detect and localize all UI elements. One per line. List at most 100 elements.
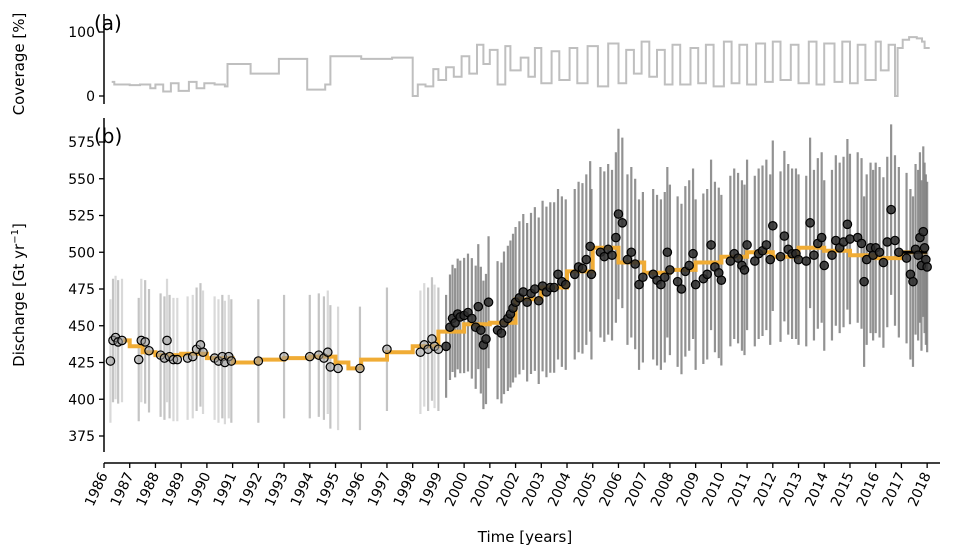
discharge-point [279, 351, 289, 362]
discharge-point [162, 335, 172, 346]
discharge-point [450, 318, 460, 328]
time-x-tick-label: 2005 [571, 470, 601, 509]
time-x-tick-label: 2002 [494, 470, 524, 509]
time-x-tick-label: 2010 [699, 470, 729, 509]
discharge-point [676, 284, 687, 294]
discharge-point [622, 254, 633, 265]
discharge-point [322, 347, 333, 358]
discharge-point [569, 269, 580, 280]
time-x-tick-label: 2011 [725, 470, 755, 509]
discharge-point [742, 240, 752, 250]
discharge-point [878, 257, 889, 268]
discharge-point [749, 256, 760, 266]
discharge-point [845, 234, 855, 244]
discharge-point [253, 356, 264, 366]
time-x-tick-label: 1989 [159, 470, 189, 509]
discharge-y-tick-label: 475 [68, 282, 95, 298]
time-x-tick-label: 1992 [236, 470, 266, 509]
discharge-point [617, 218, 628, 228]
discharge-point [767, 220, 778, 231]
discharge-y-tick-label: 400 [68, 392, 95, 408]
discharge-point [473, 301, 484, 312]
discharge-point [919, 243, 930, 253]
discharge-point [187, 351, 198, 362]
discharge-point [585, 241, 595, 252]
discharge-axis-label-sup: −1 [10, 229, 21, 244]
discharge-point [586, 269, 597, 280]
coverage-axis-label: Coverage [%] [10, 13, 28, 116]
discharge-point [690, 279, 701, 290]
coverage-panel: 0 100 [68, 14, 930, 105]
time-x-tick-label: 2012 [751, 470, 781, 509]
time-x-tick-label: 2008 [648, 470, 678, 509]
discharge-point [481, 334, 491, 344]
time-x-tick-label: 1997 [365, 470, 395, 509]
discharge-point [467, 313, 477, 324]
discharge-point [133, 354, 144, 365]
discharge-point [117, 335, 127, 346]
discharge-point [805, 218, 815, 228]
discharge-point [702, 269, 713, 280]
coverage-series-line [111, 36, 930, 97]
time-x-tick-label: 1986 [82, 470, 112, 509]
time-x-tick-label: 2001 [468, 470, 498, 509]
discharge-axis-label-tail: ] [10, 223, 28, 229]
discharge-point [816, 232, 827, 243]
discharge-point [922, 262, 932, 272]
discharge-point [659, 272, 670, 283]
discharge-panel: 3754004254504755005255505751986198719881… [68, 118, 940, 509]
discharge-point [706, 240, 716, 250]
discharge-point [908, 276, 918, 287]
discharge-point [874, 247, 885, 258]
discharge-point [198, 347, 208, 358]
discharge-point [775, 251, 786, 262]
discharge-point [672, 276, 683, 287]
discharge-point [779, 231, 790, 241]
discharge-point [733, 253, 743, 263]
time-x-tick-label: 2013 [777, 470, 807, 509]
discharge-point [913, 250, 923, 260]
discharge-axis-label-main: Discharge [Gt yr [10, 243, 28, 367]
time-x-tick-label: 2018 [905, 470, 935, 509]
discharge-point [801, 256, 812, 266]
panel-a-label: (a) [94, 11, 122, 35]
discharge-point [918, 226, 929, 237]
time-x-tick-label: 2016 [854, 470, 884, 509]
discharge-point [842, 219, 853, 230]
discharge-point [882, 237, 893, 247]
discharge-point [656, 279, 666, 290]
discharge-y-tick-label: 525 [68, 209, 95, 225]
discharge-y-tick-label: 375 [68, 429, 95, 445]
time-x-tick-label: 1993 [262, 470, 292, 509]
discharge-point [819, 260, 830, 271]
discharge-point [638, 272, 648, 283]
discharge-point [662, 247, 673, 258]
panel-b-label: (b) [94, 124, 122, 148]
discharge-point [355, 363, 365, 374]
discharge-point [325, 362, 336, 372]
discharge-point [613, 209, 624, 219]
time-x-tick-label: 2017 [879, 470, 909, 509]
time-x-tick-label: 2015 [828, 470, 858, 509]
discharge-point [533, 295, 544, 306]
discharge-point [634, 279, 644, 290]
discharge-point [827, 250, 837, 260]
time-x-tick-label: 2006 [597, 470, 627, 509]
time-x-tick-label: 1990 [185, 470, 215, 509]
discharge-point [226, 356, 237, 366]
time-x-tick-label: 1994 [288, 470, 318, 509]
discharge-point [382, 344, 392, 355]
discharge-point [859, 276, 869, 287]
discharge-point [856, 238, 867, 249]
discharge-y-tick-label: 450 [68, 319, 95, 335]
time-x-tick-label: 2007 [622, 470, 652, 509]
coverage-y-tick-label: 0 [86, 89, 95, 105]
discharge-point [716, 275, 727, 285]
discharge-point [665, 265, 675, 275]
discharge-point [611, 232, 621, 243]
discharge-y-tick-label: 500 [68, 245, 95, 261]
discharge-y-tick-label: 550 [68, 172, 95, 188]
discharge-point [496, 328, 507, 338]
discharge-point [304, 351, 315, 362]
discharge-point [894, 247, 904, 258]
